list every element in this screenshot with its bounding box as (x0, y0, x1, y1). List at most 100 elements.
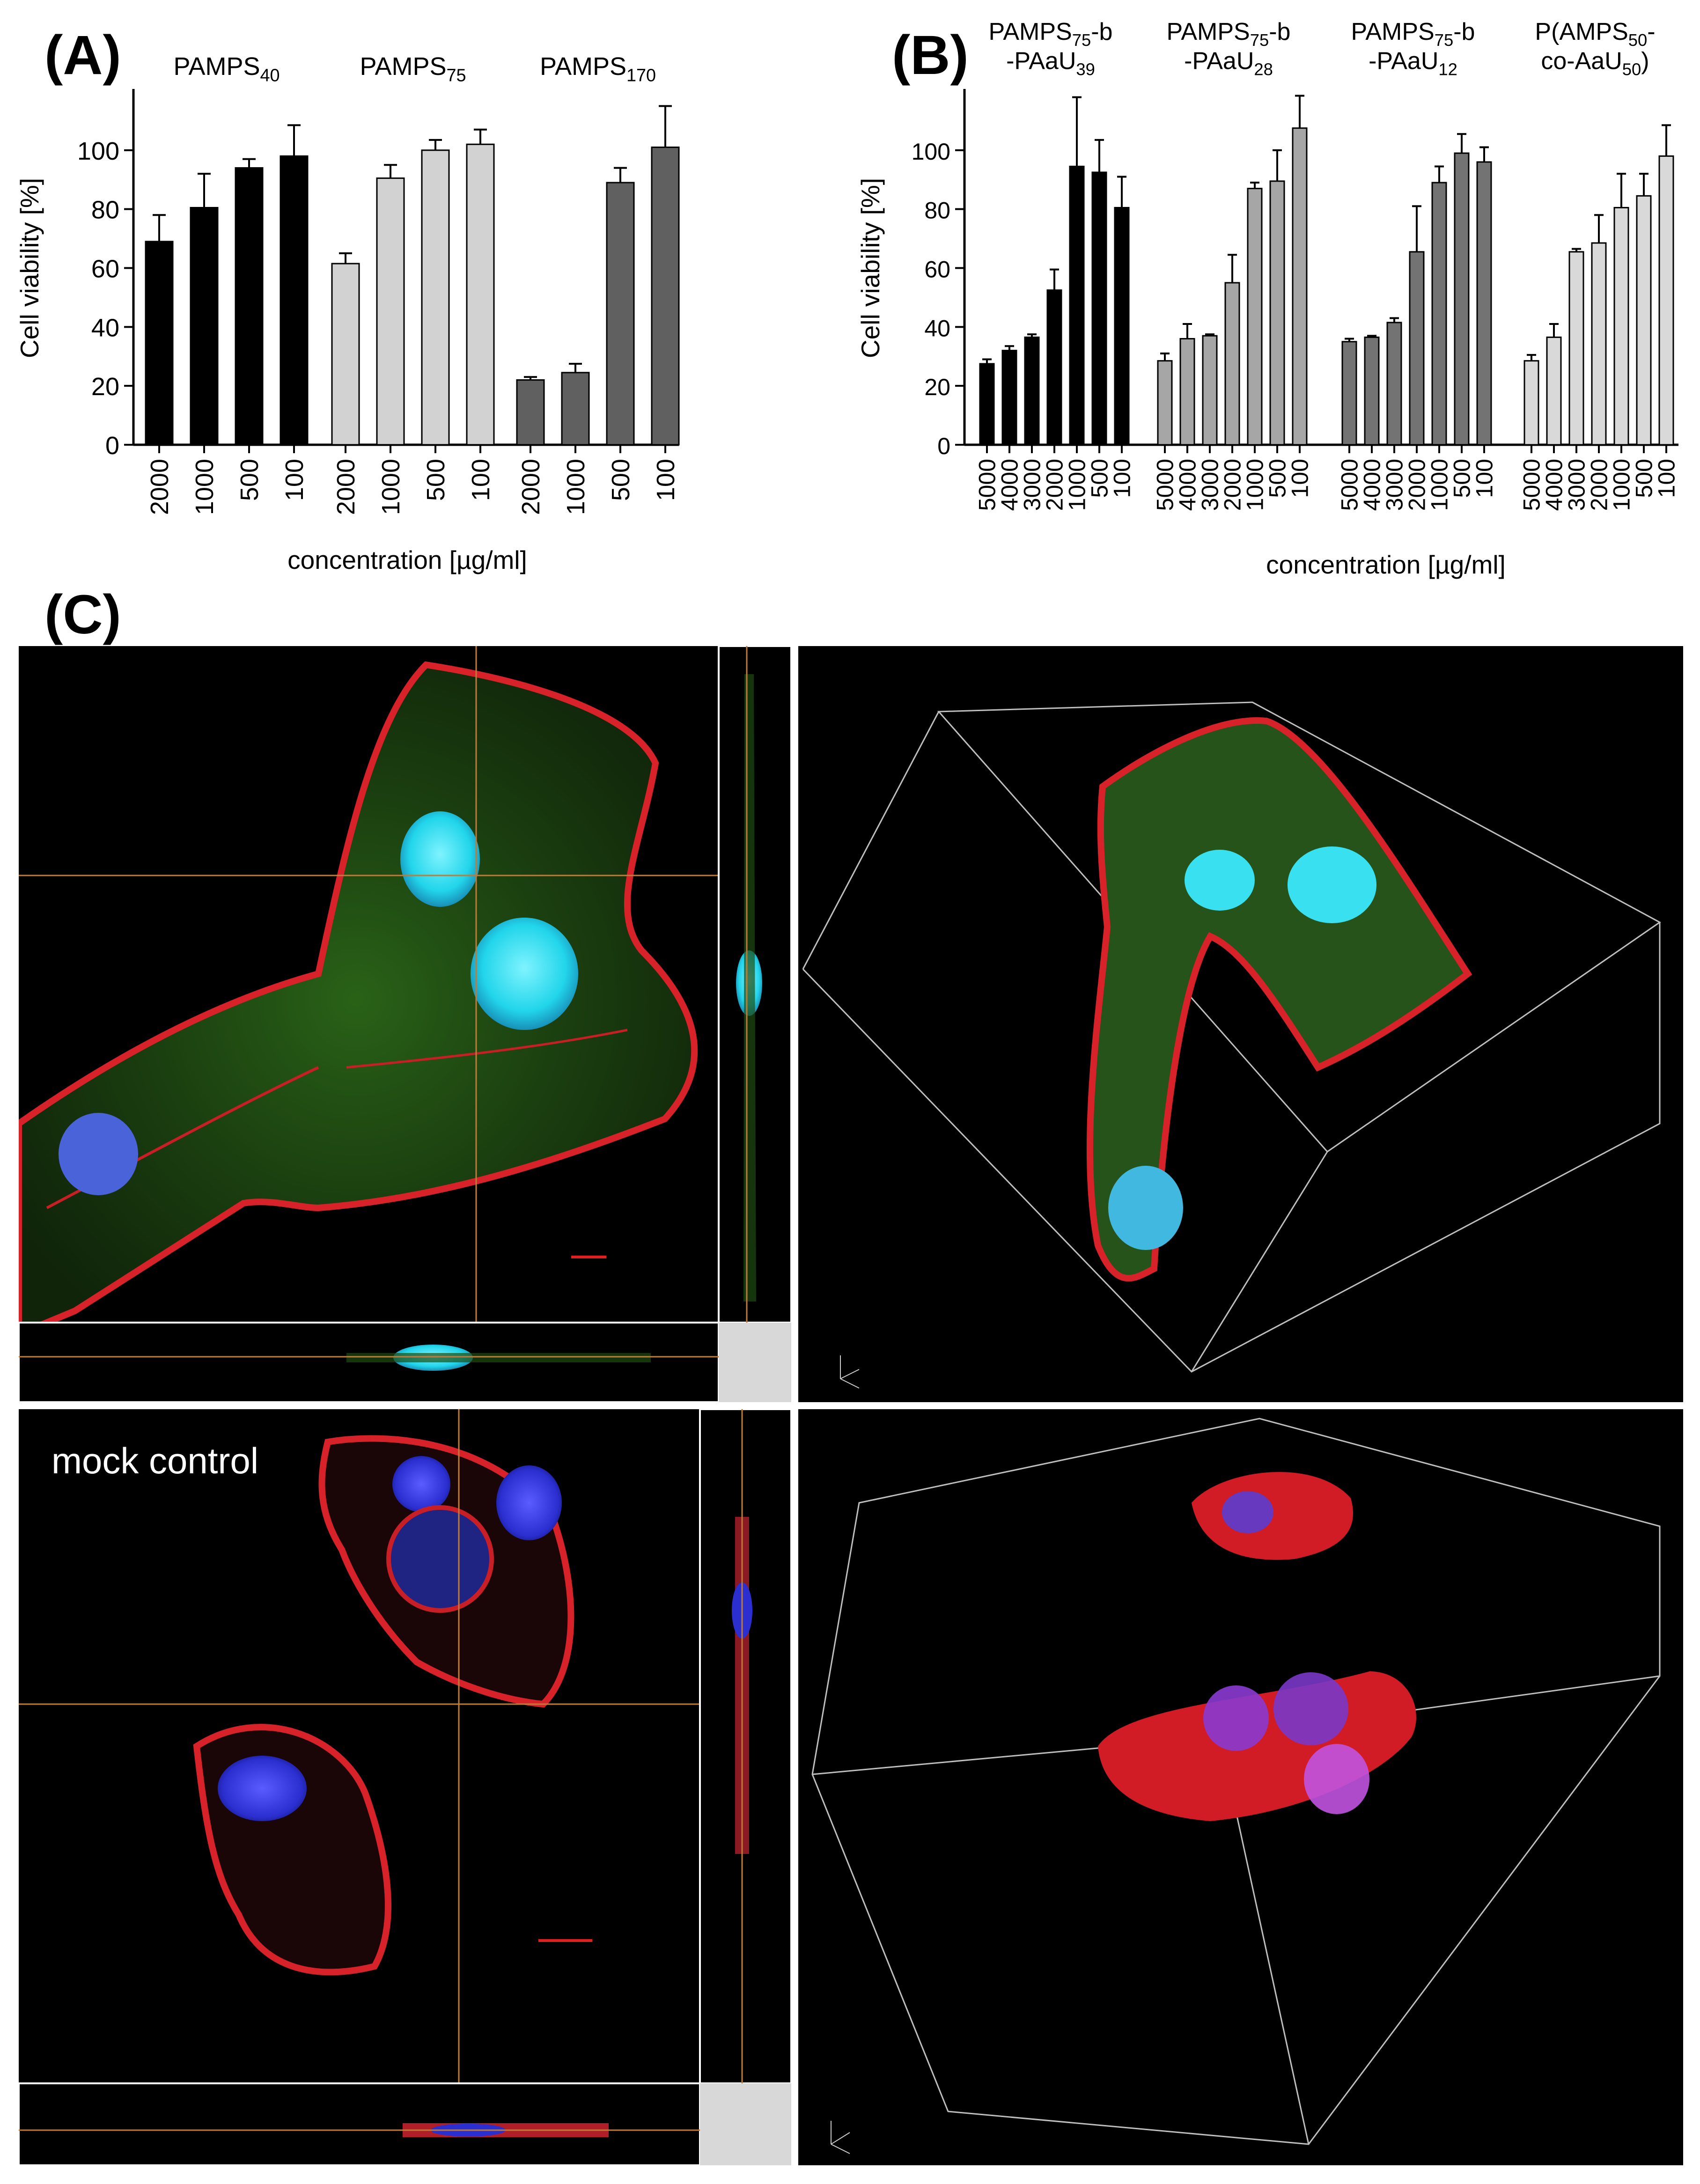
y-tick-label: 20 (924, 374, 950, 400)
x-tick-label: 3000 (1564, 459, 1590, 511)
bar (1001, 350, 1017, 446)
y-tick-label: 40 (924, 315, 950, 341)
x-tick-label: 100 (280, 459, 309, 501)
x-tick-label: 2000 (146, 459, 174, 515)
x-tick-label: 100 (1472, 459, 1498, 498)
bar (1636, 195, 1652, 446)
bar (1386, 322, 1402, 446)
x-tick-label: 100 (1287, 459, 1313, 498)
group-title-line2: -PAaU12 (1369, 47, 1457, 79)
bar (651, 147, 680, 446)
panel-label-c: (C) (44, 584, 121, 646)
y-tick-label: 20 (91, 373, 119, 401)
x-tick-label: 4000 (1359, 459, 1385, 511)
group-title-line1: P(AMPS50- (1535, 18, 1655, 50)
bar (280, 155, 309, 446)
axis-triad-icon (840, 1355, 860, 1389)
bar (606, 182, 635, 446)
treated-orthogonal-image (19, 646, 791, 1402)
bar (1546, 336, 1562, 446)
x-tick-label: 1000 (377, 459, 405, 515)
x-tick-label: 500 (1449, 459, 1475, 498)
x-tick-label: 1000 (191, 459, 219, 515)
x-tick-label: 2000 (517, 459, 545, 515)
bar (1224, 282, 1240, 446)
bar (466, 143, 495, 446)
bar (421, 149, 450, 446)
bar (1114, 207, 1130, 446)
group-title-line1: PAMPS75-b (1167, 18, 1291, 50)
x-tick-label: 500 (1631, 459, 1657, 498)
x-tick-label: 3000 (1019, 459, 1045, 511)
bar (1292, 127, 1308, 446)
x-tick-label: 500 (235, 459, 264, 501)
x-tick-label: 5000 (1152, 459, 1178, 511)
bar (1476, 161, 1492, 446)
y-tick-label: 0 (937, 433, 950, 459)
x-tick-label: 100 (652, 459, 680, 501)
mock-control-label: mock control (52, 1440, 259, 1481)
bar (979, 363, 995, 446)
x-tick-label: 2000 (1586, 459, 1612, 511)
mock-orthogonal-image (19, 1409, 791, 2165)
bar (1046, 289, 1062, 446)
x-tick-label: 5000 (1337, 459, 1363, 511)
x-tick-label: 3000 (1197, 459, 1223, 511)
x-tick-label: 1000 (1064, 459, 1090, 511)
bar (561, 372, 590, 446)
group-title-line2: co-AaU50) (1541, 47, 1649, 79)
bar (1024, 336, 1040, 446)
x-tick-label: 100 (467, 459, 495, 501)
bar (1269, 180, 1285, 446)
y-tick-label: 100 (912, 139, 950, 165)
viability-chart-pamps: 0 20 40 60 80 100 Cell viability [%] concentrat… (15, 52, 680, 574)
x-axis-label: concentration [µg/ml] (1266, 550, 1506, 579)
group-title: PAMPS40 (173, 52, 280, 86)
bar (1431, 182, 1447, 446)
y-tick-label: 100 (77, 137, 119, 165)
x-tick-label: 500 (1087, 459, 1113, 498)
x-tick-label: 100 (1109, 459, 1135, 498)
x-tick-label: 1000 (1242, 459, 1268, 511)
axis-triad-icon-2 (831, 2121, 850, 2154)
x-tick-label: 1000 (562, 459, 590, 515)
x-tick-label: 2000 (1404, 459, 1430, 511)
y-axis-label: Cell viability [%] (15, 178, 44, 358)
bar (516, 379, 545, 446)
bar (1591, 242, 1607, 446)
bar (1091, 171, 1107, 446)
micrograph-mock-orthogonal: mock control (19, 1409, 791, 2165)
y-tick-label: 60 (91, 255, 119, 283)
x-tick-label: 4000 (997, 459, 1023, 511)
bar (1341, 341, 1357, 446)
group-title-line2: -PAaU28 (1184, 47, 1273, 79)
group-title-line1: PAMPS75-b (989, 18, 1113, 50)
x-tick-label: 4000 (1541, 459, 1568, 511)
panel-label-a: (A) (44, 24, 121, 86)
treated-3d-image (802, 701, 1661, 1389)
bar (1202, 335, 1218, 446)
x-tick-label: 100 (1654, 459, 1680, 498)
x-tick-label: 5000 (974, 459, 1001, 511)
viability-chart-block-copolymers: 0 20 40 60 80 100 Cell viability [%] concentrat… (856, 18, 1680, 579)
x-tick-label: 500 (422, 459, 450, 501)
bar (1613, 207, 1629, 446)
bar (1069, 165, 1085, 446)
panel-label-b: (B) (892, 24, 969, 86)
micrograph-treated-orthogonal (19, 646, 791, 1402)
bar (1658, 155, 1674, 446)
bar (145, 241, 174, 446)
group-title-line2: -PAaU39 (1006, 47, 1095, 79)
x-tick-label: 4000 (1175, 459, 1201, 511)
bar (1454, 152, 1470, 446)
bar (331, 263, 360, 446)
bar (1157, 360, 1173, 446)
x-tick-label: 2000 (332, 459, 360, 515)
y-tick-label: 80 (924, 198, 950, 224)
x-tick-label: 3000 (1382, 459, 1408, 511)
bar (1364, 336, 1380, 446)
group-title-line1: PAMPS75-b (1351, 18, 1475, 50)
x-axis-label: concentration [µg/ml] (287, 545, 527, 574)
bar (376, 177, 405, 446)
bar (1247, 188, 1263, 446)
